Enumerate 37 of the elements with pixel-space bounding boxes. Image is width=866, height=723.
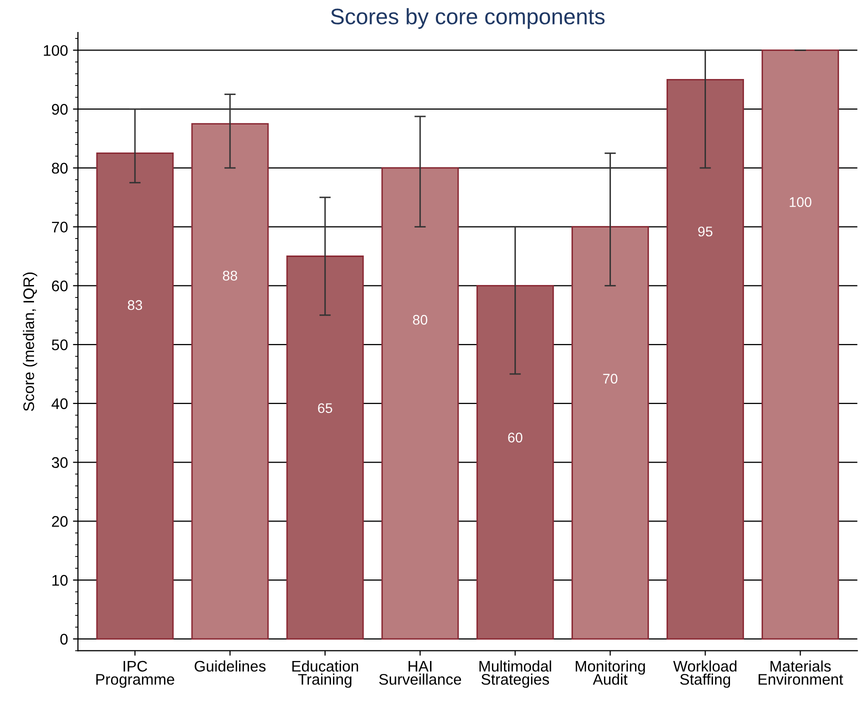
chart-title: Scores by core components bbox=[330, 8, 605, 29]
bar bbox=[476, 284, 554, 640]
y-tick-label: 50 bbox=[52, 339, 68, 350]
y-tick-label: 80 bbox=[52, 162, 68, 174]
y-tick-label: 60 bbox=[52, 280, 68, 292]
x-tick-label: Workload Staffing bbox=[673, 660, 736, 688]
x-tick-label: Education Training bbox=[292, 660, 358, 688]
y-tick-label: 10 bbox=[52, 574, 68, 586]
data-label: 88 bbox=[222, 270, 238, 281]
bar bbox=[286, 256, 364, 640]
y-tick-label: 0 bbox=[60, 634, 68, 645]
x-tick-label: Guidelines bbox=[194, 660, 266, 672]
y-tick-label: 70 bbox=[52, 222, 68, 232]
y-axis-title: Score (median, IQR) bbox=[22, 272, 38, 411]
x-tick-label: Monitoring Audit bbox=[576, 660, 645, 685]
y-tick-label: 30 bbox=[52, 457, 68, 468]
data-label: 100 bbox=[790, 197, 812, 207]
x-tick-label: HAI Surveillance bbox=[379, 660, 462, 685]
data-label: 83 bbox=[128, 300, 142, 310]
data-label: 95 bbox=[698, 226, 712, 236]
data-label: 60 bbox=[508, 432, 522, 442]
y-tick-label: 20 bbox=[52, 516, 68, 527]
bar bbox=[762, 50, 840, 640]
data-label: 80 bbox=[412, 314, 428, 325]
x-tick-label: IPC Programme bbox=[96, 660, 174, 688]
y-tick-label: 100 bbox=[44, 45, 68, 56]
y-tick-label: 40 bbox=[52, 398, 68, 410]
x-tick-label: Materials Environment bbox=[758, 660, 844, 685]
data-label: 70 bbox=[603, 374, 618, 384]
y-tick-label: 90 bbox=[52, 104, 68, 115]
bar bbox=[572, 226, 649, 640]
bar bbox=[96, 152, 174, 640]
bar bbox=[666, 78, 744, 640]
bar bbox=[381, 167, 459, 640]
x-tick-label: Multimodal Strategies bbox=[479, 660, 552, 688]
data-label: 65 bbox=[318, 403, 332, 414]
bar bbox=[191, 123, 269, 640]
